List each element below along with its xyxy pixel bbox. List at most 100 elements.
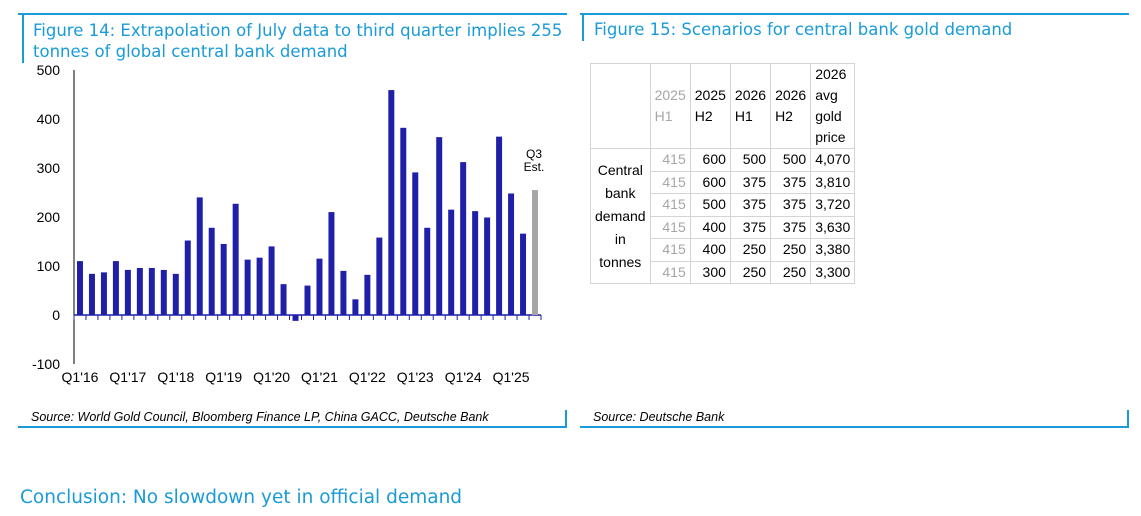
data-bar [412,172,419,315]
table-cell: 3,380 [810,238,856,262]
x-tick-label: Q1'20 [253,369,290,385]
x-tick-label: Q1'19 [205,369,242,385]
table-cell: 300 [689,260,731,284]
data-bar [100,272,107,315]
table-cell: 3,810 [810,170,856,194]
data-bar [472,211,479,315]
y-tick-label: 500 [37,62,61,78]
y-tick-label: -100 [32,356,60,372]
data-bar [124,269,131,315]
conclusion-heading: Conclusion: No slowdown yet in official … [20,487,463,508]
figure-14-bar-chart: -100 0 100 200 300 400 500 Q1'16 Q1'17 Q1'18 Q1'1… [32,62,545,385]
y-tick-label: 100 [37,258,61,274]
table-cell: 600 [689,148,731,172]
data-bar [388,90,395,315]
table-cell: 250 [729,238,772,262]
row-label-line: demand [595,207,646,224]
data-bar [184,240,191,315]
data-bar [376,237,383,315]
data-bar [304,285,311,315]
data-bar [256,257,263,315]
figure-15-top-rule [580,13,1129,15]
table-cell: 415 [649,170,691,194]
table-row: 415 600 375 375 3,810 [591,170,856,194]
data-bar [160,269,167,315]
data-bar [196,197,203,315]
table-cell: 375 [729,193,772,217]
x-tick-label: Q1'21 [301,369,338,385]
table-cell: 3,630 [810,215,856,239]
data-bar [112,261,119,315]
table-row: 415 400 250 250 3,380 [591,238,856,262]
scenario-table: 2025 H1 2025 H2 2026 H1 2026 H2 2026 avg… [590,63,856,284]
figure-15-bottom-rule [580,426,1129,428]
data-bar [88,273,95,315]
table-cell: 375 [770,193,812,217]
data-bar [208,227,215,315]
figure-15-title: Figure 15: Scenarios for central bank go… [594,20,1013,39]
data-bar [424,227,431,315]
data-bar [484,217,491,315]
table-header-blank [590,63,651,149]
data-bar [280,284,287,315]
table-cell: 375 [770,215,812,239]
table-header-cell: 2026 avg gold price [810,63,856,149]
table-header-cell: 2026 H1 [729,63,772,149]
table-header-cell: 2026 H2 [770,63,812,149]
data-bar [448,209,455,315]
x-tick-label: Q1'18 [157,369,194,385]
data-bar [460,162,467,315]
table-cell: 375 [770,170,812,194]
table-cell: 3,300 [810,260,856,284]
table-row: Central bank demand in tonnes 415 600 50… [590,148,856,284]
figure-14-title-line1: Figure 14: Extrapolation of July data to… [33,21,563,40]
figure-14-bottom-rule [18,426,567,428]
table-cell: 415 [649,238,691,262]
y-tick-label: 200 [37,209,61,225]
data-bar [496,136,503,315]
data-bar [436,137,443,315]
table-cell: 415 [649,148,691,172]
x-tick-label: Q1'23 [397,369,434,385]
table-cell: 375 [729,215,772,239]
data-bar [340,270,347,315]
row-label-cell: Central bank demand in tonnes [590,148,651,284]
x-tick-label: Q1'24 [445,369,482,385]
table-header-cell: 2025 H2 [689,63,731,149]
table-cell: 375 [729,170,772,194]
estimate-label: Est. [524,160,545,174]
x-tick-label: Q1'16 [62,369,99,385]
x-tick-label: Q1'25 [493,369,530,385]
data-bar [148,267,155,315]
table-row: 415 400 375 375 3,630 [591,215,856,239]
table-cell: 500 [770,148,812,172]
data-bar [136,267,143,315]
table-cell: 250 [770,260,812,284]
table-cell: 400 [689,238,731,262]
data-bar [172,273,179,315]
y-tick-label: 400 [37,111,61,127]
data-bar [328,212,335,315]
y-tick-label: 300 [37,160,61,176]
figure-14-top-rule [18,13,567,15]
figure-14-left-bar [22,15,24,63]
data-bar [76,261,83,315]
x-tick-label: Q1'22 [349,369,386,385]
row-label-line: in tonnes [599,230,642,270]
data-bar [400,127,407,315]
figure-15-bottom-right-bar [1127,410,1129,428]
data-bar [232,203,239,315]
data-bar [316,258,323,315]
row-label-line: Central [597,161,643,178]
table-header-row: 2025 H1 2025 H2 2026 H1 2026 H2 2026 avg… [590,63,856,149]
table-cell: 415 [649,193,691,217]
y-tick-label: 0 [52,307,60,323]
figure-15-source: Source: Deutsche Bank [593,410,725,424]
table-header-cell: 2025 H1 [649,63,691,149]
table-cell: 250 [729,260,772,284]
table-cell: 415 [649,215,691,239]
table-cell: 250 [770,238,812,262]
table-cell: 600 [689,170,731,194]
table-cell: 415 [649,260,691,284]
data-bar [244,259,251,315]
